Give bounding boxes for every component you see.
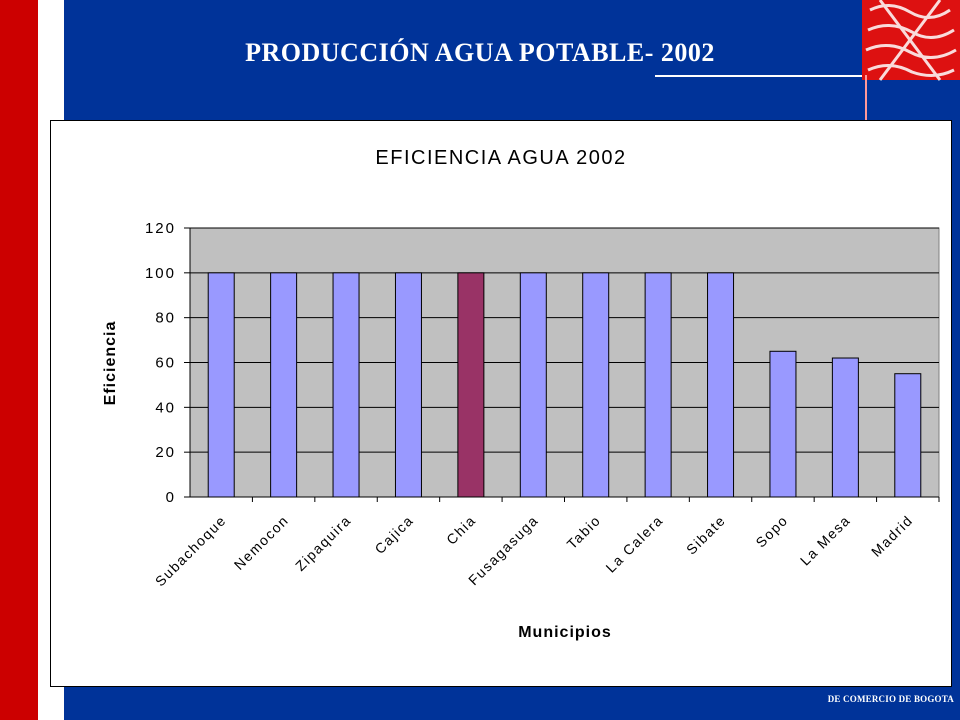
logo-divider xyxy=(865,75,867,120)
bar xyxy=(831,357,859,498)
x-tick-label: La Calera xyxy=(602,512,666,576)
bar xyxy=(270,272,298,498)
x-tick-label: Sibate xyxy=(683,512,729,558)
title-underline xyxy=(655,75,865,77)
y-tick-label: 80 xyxy=(155,310,176,327)
header-band xyxy=(64,0,960,120)
y-tick-label: 100 xyxy=(145,265,176,282)
y-axis-label: Eficiencia xyxy=(102,321,119,406)
bar xyxy=(769,350,797,498)
x-tick-label: Subachoque xyxy=(152,512,230,590)
bar xyxy=(707,272,735,498)
bar xyxy=(332,272,360,498)
y-tick-label: 40 xyxy=(155,399,176,416)
chart-panel: EFICIENCIA AGUA 2002 0 20 40 60 80 100 120 Suba… xyxy=(50,120,952,687)
bar xyxy=(207,272,235,498)
chart-title: EFICIENCIA AGUA 2002 xyxy=(375,147,626,169)
bar xyxy=(644,272,672,498)
bar xyxy=(582,272,610,498)
x-axis-label: Municipios xyxy=(518,624,612,641)
x-tick-label: La Mesa xyxy=(797,512,854,569)
x-tick-label: Zipaquira xyxy=(292,512,354,574)
x-tick-label: Madrid xyxy=(868,512,916,560)
chart-svg: EFICIENCIA AGUA 2002 0 20 40 60 80 100 120 Suba… xyxy=(102,147,940,641)
red-side-strip xyxy=(0,0,38,720)
bar xyxy=(394,272,422,498)
y-tick-label: 20 xyxy=(155,444,176,461)
y-tick-label: 60 xyxy=(155,355,176,372)
bar xyxy=(519,272,547,498)
slide-title: PRODUCCIÓN AGUA POTABLE- 2002 xyxy=(245,38,715,67)
x-tick-label: Tabio xyxy=(564,512,604,552)
x-tick-label: Sopo xyxy=(752,512,791,551)
bar xyxy=(457,272,485,498)
footer-text: DE COMERCIO DE BOGOTA xyxy=(827,694,954,704)
logo-icon xyxy=(862,0,960,81)
x-tick-label: Nemocon xyxy=(231,512,292,573)
x-tick-label: Chia xyxy=(443,512,479,548)
y-tick-label: 0 xyxy=(166,489,176,506)
bar xyxy=(894,373,922,498)
y-tick-label: 120 xyxy=(145,220,176,237)
x-tick-label: Cajica xyxy=(371,512,416,557)
